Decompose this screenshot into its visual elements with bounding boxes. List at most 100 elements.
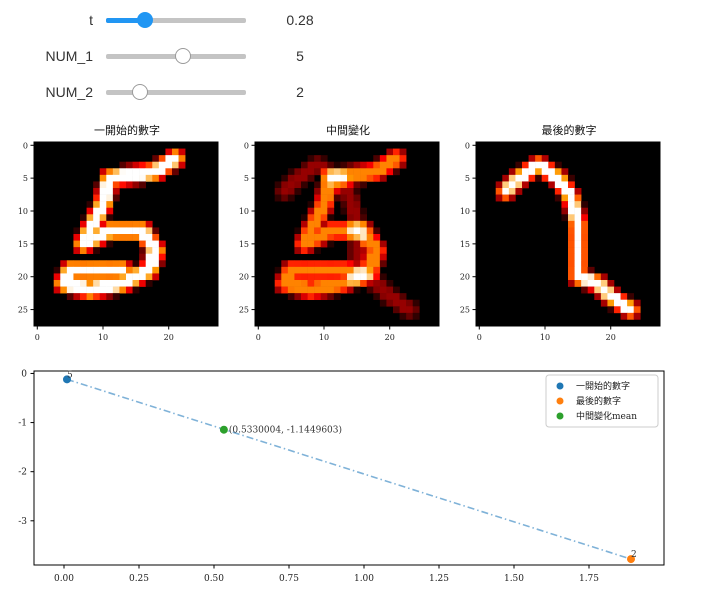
image-pixel <box>126 168 133 176</box>
image-pixel <box>607 286 615 294</box>
image-pixel <box>126 220 133 228</box>
image-pixel <box>528 161 536 169</box>
y-tick-label: 0 <box>23 141 28 150</box>
y-tick-label: -1 <box>18 419 27 429</box>
image-pixel <box>99 266 107 274</box>
image-pixel <box>333 161 341 169</box>
image-pixel <box>386 280 394 287</box>
image-pixel <box>99 280 107 287</box>
image-pixel <box>373 240 381 248</box>
image-pixel <box>340 194 348 202</box>
image-pixel <box>581 207 589 215</box>
image-pixel <box>353 234 361 241</box>
image-pixel <box>73 293 81 301</box>
image-pixel <box>112 168 120 176</box>
slider-value-t: 0.28 <box>286 12 314 28</box>
image-pixel <box>165 155 173 163</box>
image-pixel <box>548 181 556 189</box>
image-pixel <box>314 188 322 195</box>
image-pixel <box>353 240 361 248</box>
image-pixel <box>307 201 315 209</box>
image-pixel <box>119 280 127 287</box>
image-pixel <box>373 293 381 301</box>
image-pixel <box>301 240 308 248</box>
image-pixel <box>568 220 575 228</box>
image-pixel <box>574 220 582 228</box>
slider-num1[interactable] <box>106 48 246 64</box>
image-pixel <box>301 247 308 255</box>
image-pixel <box>158 240 166 248</box>
image-pixel <box>320 240 328 248</box>
slider-t-fill <box>106 18 146 23</box>
image-pixel <box>99 220 107 228</box>
y-tick-label: -2 <box>18 468 27 478</box>
image-pixel <box>145 168 153 176</box>
slider-label-t: t <box>89 12 93 28</box>
image-pixel <box>126 266 133 274</box>
image-pixel <box>574 266 582 274</box>
image-pixel <box>106 207 114 215</box>
slider-num1-thumb[interactable] <box>175 48 191 64</box>
image-pixel <box>587 266 595 274</box>
image-pixel <box>314 227 322 235</box>
image-pixel <box>347 247 354 255</box>
image-pixel <box>139 253 147 261</box>
image-pixel <box>333 260 341 268</box>
image-pixel <box>515 181 523 189</box>
image-pixel <box>294 260 302 268</box>
image-pixel <box>158 253 166 261</box>
image-pixel <box>366 168 374 176</box>
image-pixel <box>568 247 575 255</box>
image-pixel <box>353 161 361 169</box>
image-pixel <box>561 214 569 222</box>
image-pixel <box>627 299 635 307</box>
image-pixel <box>522 181 529 189</box>
image-pixel <box>353 273 361 281</box>
image-pixel <box>80 286 87 294</box>
slider-t-thumb[interactable] <box>137 12 154 28</box>
image-pixel <box>99 207 107 215</box>
slider-panel: t 0.28 NUM_1 5 NUM_2 2 <box>0 0 360 110</box>
slider-num2[interactable] <box>106 84 246 100</box>
image-pixel <box>568 181 575 189</box>
image-pixel <box>366 174 374 182</box>
image-pixel <box>379 155 387 163</box>
image-pixel <box>294 227 302 235</box>
image-pixel <box>347 161 354 169</box>
image-pixel <box>360 181 368 189</box>
image-pixel <box>347 220 354 228</box>
image-pixel <box>340 174 348 182</box>
image-pixel <box>99 174 107 182</box>
point-label: 2 <box>631 550 637 560</box>
image-pixel <box>145 220 153 228</box>
slider-num2-thumb[interactable] <box>131 84 148 100</box>
y-tick-label: 25 <box>18 306 28 315</box>
image-pixel <box>314 214 322 222</box>
image-pixel <box>80 266 87 274</box>
image-pixel <box>307 234 315 241</box>
image-pixel <box>373 280 381 287</box>
slider-t[interactable] <box>106 12 246 28</box>
image-pixel <box>568 234 575 241</box>
image-pixel <box>132 227 140 235</box>
image-pixel <box>119 174 127 182</box>
image-pixel <box>541 174 549 182</box>
image-pixel <box>301 260 308 268</box>
image-pixel <box>373 253 381 261</box>
image-pixel <box>281 286 289 294</box>
image-pixel <box>314 201 322 209</box>
image-pixel <box>594 280 602 287</box>
image-pixel <box>106 286 114 294</box>
image-pixel <box>274 266 282 274</box>
image-pixel <box>80 234 87 241</box>
image-pixel <box>373 247 381 255</box>
image-pixel <box>106 188 114 195</box>
image-pixel <box>535 161 543 169</box>
image-pixel <box>535 168 543 176</box>
image-pixel <box>522 174 529 182</box>
image-pixel <box>106 201 114 209</box>
image-pixel <box>281 188 289 195</box>
image-pixel <box>73 260 81 268</box>
image-pixel <box>126 260 133 268</box>
image-pixel <box>614 299 621 307</box>
